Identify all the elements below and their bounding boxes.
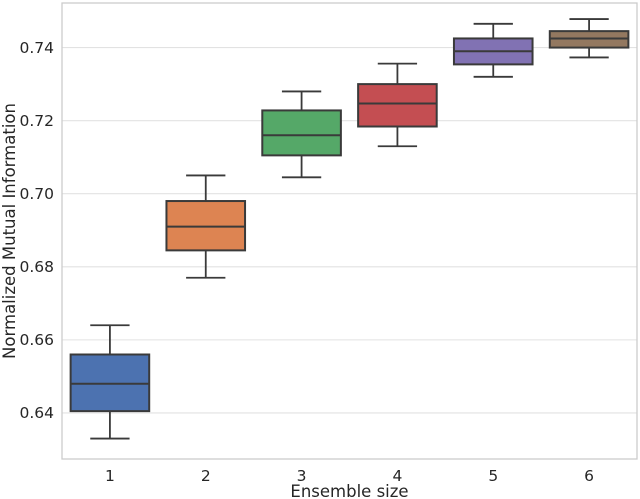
- box-layer: [69, 18, 630, 440]
- x-tick-label: 5: [488, 467, 498, 485]
- y-tick-label: 0.68: [19, 258, 54, 276]
- x-tick-label: 3: [297, 467, 307, 485]
- axes-frame: [61, 2, 638, 460]
- x-tick-label: 1: [105, 467, 115, 485]
- box-ensemble-4: [357, 62, 438, 148]
- box-ensemble-3: [261, 90, 342, 179]
- tick-layer: 0.64 0.66 0.68 0.70 0.72 0.74 1 2 3 4 5 6: [19, 39, 594, 485]
- x-tick-label: 4: [392, 467, 402, 485]
- box-ensemble-5: [452, 22, 534, 78]
- grid-layer: [62, 47, 637, 414]
- y-tick-label: 0.74: [19, 39, 54, 57]
- x-axis-label: Ensemble size: [290, 482, 408, 499]
- x-tick-label: 6: [584, 467, 594, 485]
- axis-label-layer: Ensemble size Normalized Mutual Informat…: [0, 103, 409, 499]
- x-tick-label: 2: [201, 467, 211, 485]
- y-tick-label: 0.64: [19, 404, 54, 422]
- plot-border: [61, 2, 638, 460]
- iqr-box: [261, 109, 342, 157]
- box-ensemble-6: [548, 18, 630, 59]
- y-tick-label: 0.70: [19, 185, 54, 203]
- y-tick-label: 0.72: [19, 112, 54, 130]
- y-tick-label: 0.66: [19, 331, 54, 349]
- box-ensemble-2: [165, 174, 247, 279]
- box-ensemble-1: [69, 324, 151, 440]
- y-axis-label: Normalized Mutual Information: [0, 103, 19, 359]
- iqr-box: [357, 83, 438, 128]
